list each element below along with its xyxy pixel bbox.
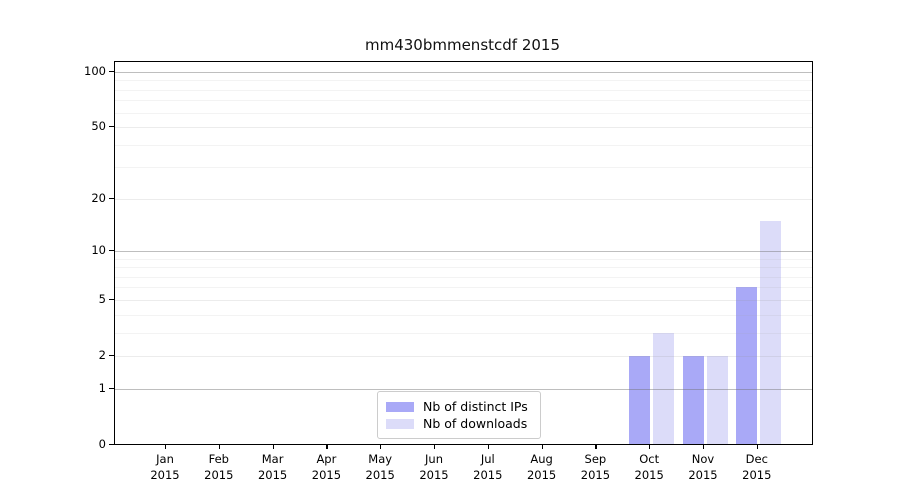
x-tick-label-jan: Jan 2015	[150, 451, 180, 482]
x-tick-mark	[703, 444, 705, 449]
y-tick-mark	[109, 249, 114, 252]
y-tick-mark	[109, 354, 114, 356]
bar-ips-dec	[736, 287, 758, 445]
gridline-70	[115, 100, 812, 102]
y-tick-label-0: 0	[98, 436, 106, 451]
x-tick-label-aug: Aug 2015	[526, 451, 557, 482]
chart-title: mm430bmmenstcdf 2015	[364, 36, 561, 54]
gridline-40	[115, 144, 812, 146]
x-tick-mark	[434, 444, 436, 449]
legend-swatch-icon	[386, 401, 414, 412]
y-tick-label-100: 100	[84, 63, 106, 78]
y-tick-label-10: 10	[91, 242, 106, 257]
gridline-90	[115, 80, 812, 82]
gridline-20	[115, 198, 812, 200]
gridline-9	[115, 258, 812, 260]
bar-downloads-nov	[706, 355, 728, 445]
x-tick-mark	[541, 444, 543, 449]
x-tick-label-dec: Dec 2015	[742, 451, 772, 482]
bar-downloads-oct	[652, 332, 674, 445]
legend-swatch-icon	[386, 418, 414, 429]
y-tick-mark	[109, 197, 114, 199]
x-tick-label-mar: Mar 2015	[257, 451, 288, 482]
x-tick-mark	[487, 444, 489, 449]
x-tick-label-nov: Nov 2015	[688, 451, 718, 482]
x-tick-mark	[218, 444, 220, 449]
x-tick-label-may: May 2015	[365, 451, 395, 482]
bar-ips-oct	[628, 355, 650, 445]
gridline-10	[115, 250, 812, 252]
x-tick-label-sep: Sep 2015	[580, 451, 611, 482]
gridline-4	[115, 314, 812, 316]
gridline-7	[115, 276, 812, 278]
y-tick-mark	[109, 387, 114, 389]
legend-label: Nb of distinct IPs	[423, 399, 528, 414]
x-tick-mark	[326, 444, 328, 449]
y-tick-label-20: 20	[91, 190, 106, 205]
x-tick-label-apr: Apr 2015	[311, 451, 342, 482]
gridline-80	[115, 89, 812, 91]
legend-label: Nb of downloads	[423, 416, 528, 431]
gridline-8	[115, 267, 812, 269]
x-tick-mark	[380, 444, 382, 449]
x-tick-label-feb: Feb 2015	[204, 451, 234, 482]
x-tick-mark	[649, 444, 651, 449]
y-tick-label-1: 1	[98, 380, 106, 395]
x-tick-label-jul: Jul 2015	[473, 451, 503, 482]
gridline-2	[115, 355, 812, 357]
gridline-100	[115, 71, 812, 73]
y-tick-mark	[109, 126, 114, 128]
x-tick-mark	[272, 444, 274, 449]
y-tick-mark	[109, 70, 114, 73]
bar-ips-nov	[682, 355, 704, 445]
legend-item-ips: Nb of distinct IPs	[386, 398, 530, 415]
y-tick-label-50: 50	[91, 119, 106, 134]
y-tick-label-2: 2	[98, 347, 106, 362]
gridline-30	[115, 167, 812, 169]
gridline-50	[115, 127, 812, 129]
plot-area	[114, 61, 813, 445]
bar-downloads-dec	[760, 220, 782, 445]
y-tick-label-5: 5	[98, 291, 106, 306]
x-tick-mark	[756, 444, 758, 449]
gridline-5	[115, 299, 812, 301]
x-tick-label-jun: Jun 2015	[419, 451, 449, 482]
y-tick-mark	[109, 443, 114, 445]
gridline-6	[115, 287, 812, 289]
legend-item-downloads: Nb of downloads	[386, 415, 530, 432]
x-tick-mark	[595, 444, 597, 449]
gridline-60	[115, 112, 812, 114]
y-tick-mark	[109, 298, 114, 301]
x-tick-mark	[165, 444, 167, 449]
gridline-1	[115, 388, 812, 390]
x-tick-label-oct: Oct 2015	[634, 451, 664, 482]
legend: Nb of distinct IPs Nb of downloads	[377, 391, 541, 439]
gridline-3	[115, 332, 812, 334]
